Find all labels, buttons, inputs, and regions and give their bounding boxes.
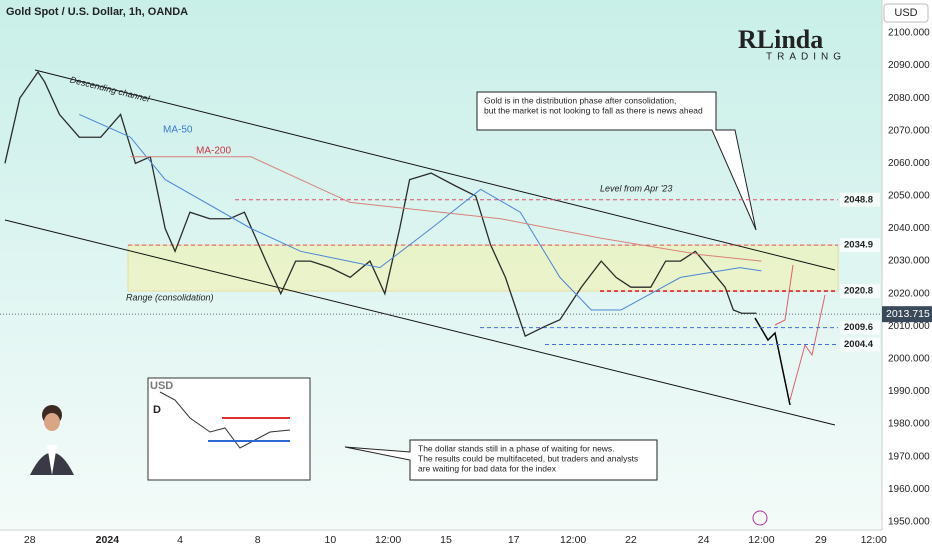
level-label: 2048.8 (844, 194, 873, 205)
y-tick-label: 1960.000 (888, 484, 930, 495)
projection-up (774, 264, 794, 326)
range-box (127, 244, 839, 292)
y-tick-label: 2030.000 (888, 256, 930, 267)
level-label-bg (840, 284, 880, 299)
y-tick-label: 1970.000 (888, 451, 930, 462)
range-label: Range (consolidation) (126, 292, 214, 302)
x-tick-label: 4 (177, 534, 183, 546)
callout-text: but the market is not looking to fall as… (484, 105, 703, 115)
series-line (79, 113, 762, 311)
level-label: 2009.6 (844, 322, 873, 333)
callout-text: The dollar stands still in a phase of wa… (418, 443, 615, 453)
y-tick-label: 2040.000 (888, 223, 930, 234)
y-tick-label: 2060.000 (888, 158, 930, 169)
callout-text: The results could be multifaceted, but t… (418, 453, 638, 463)
level-label-bg (840, 192, 880, 207)
callout (344, 91, 757, 481)
alert-icon[interactable] (752, 510, 768, 526)
y-tick-label: 1950.000 (888, 516, 930, 527)
currency-box[interactable] (883, 3, 929, 23)
x-tick-label: 12:00 (748, 534, 774, 546)
chart-title: Gold Spot / U.S. Dollar, 1h, OANDA (6, 6, 188, 18)
level-label-bg (840, 238, 880, 253)
logo: RLinda TRADING (738, 25, 846, 63)
level-label: Level from Apr '23 (600, 183, 672, 193)
ma200-label: MA-200 (196, 146, 231, 157)
callout-text: are waiting for bad data for the index (418, 463, 557, 473)
x-tick-label: 28 (24, 534, 36, 546)
callout-box (476, 91, 757, 231)
x-tick-label: 8 (255, 534, 261, 546)
x-tick-label: 24 (698, 534, 710, 546)
series-line (4, 70, 757, 337)
price-tag-label: 2013.715 (886, 308, 930, 320)
y-tick-label: 2100.000 (888, 28, 930, 39)
y-tick-label: 2010.000 (888, 321, 930, 332)
ma50-label: MA-50 (163, 125, 193, 136)
y-tick-label: 2050.000 (888, 191, 930, 202)
level-label-bg (840, 320, 880, 335)
projection-up (789, 294, 826, 401)
logo-name: RLinda (738, 25, 823, 54)
x-tick-label: 2024 (96, 534, 120, 546)
y-tick-label: 2080.000 (888, 93, 930, 104)
y-tick-label: 1990.000 (888, 386, 930, 397)
series-line (130, 156, 762, 262)
y-tick-label: 2000.000 (888, 354, 930, 365)
y-tick-label: 1980.000 (888, 419, 930, 430)
currency: USD (894, 7, 917, 19)
x-tick-label: 22 (625, 534, 637, 546)
y-tick-label: 2020.000 (888, 288, 930, 299)
x-tick-label: 17 (508, 534, 520, 546)
projection-down (754, 317, 791, 406)
x-tick-label: 12:00 (861, 534, 887, 546)
inset-title: USD (150, 380, 173, 392)
inset-frame (147, 377, 311, 481)
channel-bottom (4, 219, 836, 426)
price-tag (882, 306, 932, 323)
callout-box (344, 439, 658, 481)
callout-text: Gold is in the distribution phase after … (484, 95, 676, 105)
inset-chart: USD D (147, 377, 311, 481)
x-tick-label: 29 (815, 534, 827, 546)
level-label: 2004.4 (844, 339, 874, 350)
logo-sub: TRADING (766, 52, 846, 63)
channel-top (34, 69, 836, 271)
x-tick-label: 10 (324, 534, 336, 546)
x-tick-label: 15 (440, 534, 452, 546)
level-label: 2020.8 (844, 286, 873, 297)
time-axis-bg (0, 530, 882, 550)
level-label: 2034.9 (844, 240, 873, 251)
level-label-bg (840, 337, 880, 352)
x-tick-label: 12:00 (560, 534, 586, 546)
inset-line (159, 391, 291, 449)
x-tick-label: 12:00 (375, 534, 401, 546)
price-axis-bg (882, 0, 932, 550)
projection (754, 264, 826, 406)
y-tick-label: 2070.000 (888, 125, 930, 136)
avatar (30, 405, 74, 475)
inset-tf: D (153, 404, 161, 416)
y-tick-label: 2090.000 (888, 60, 930, 71)
